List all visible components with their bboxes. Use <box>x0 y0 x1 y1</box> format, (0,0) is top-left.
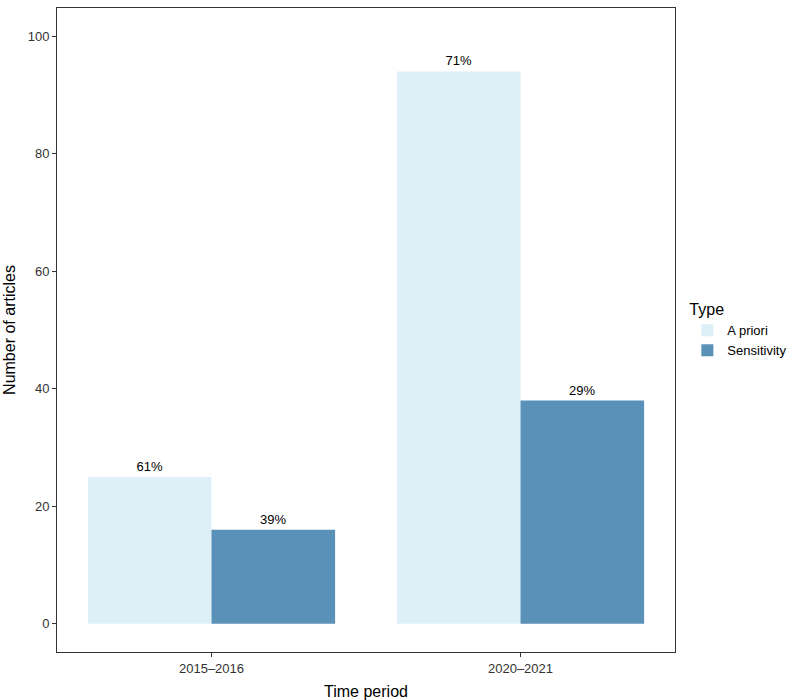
svg-text:61%: 61% <box>136 459 162 474</box>
svg-text:20: 20 <box>35 499 49 514</box>
svg-text:A priori: A priori <box>727 323 768 338</box>
svg-text:39%: 39% <box>260 512 286 527</box>
svg-text:Sensitivity: Sensitivity <box>727 343 786 358</box>
svg-text:100: 100 <box>28 29 50 44</box>
svg-text:Number of articles: Number of articles <box>1 265 18 395</box>
svg-text:29%: 29% <box>569 383 595 398</box>
svg-text:80: 80 <box>35 146 49 161</box>
svg-text:71%: 71% <box>445 53 471 68</box>
svg-text:60: 60 <box>35 264 49 279</box>
svg-text:40: 40 <box>35 381 49 396</box>
svg-text:0: 0 <box>42 616 49 631</box>
svg-text:2020–2021: 2020–2021 <box>488 661 553 676</box>
svg-text:Time period: Time period <box>324 683 408 700</box>
svg-text:2015–2016: 2015–2016 <box>179 661 244 676</box>
svg-text:Type: Type <box>689 301 724 318</box>
